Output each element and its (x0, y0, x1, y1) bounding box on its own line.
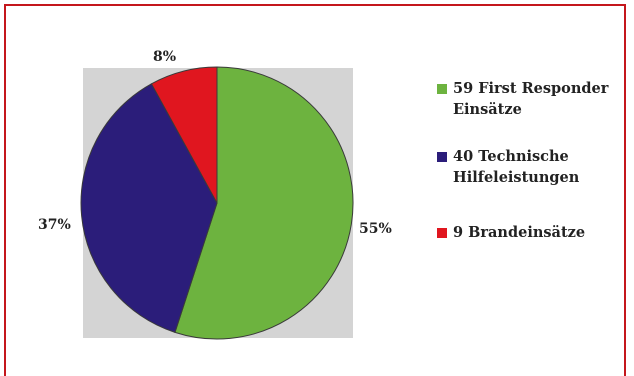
legend-swatch-blue (437, 152, 447, 162)
legend-label: 40 Technische Hilfeleistungen (453, 148, 580, 186)
slice-label-technische-hilfe: 37% (38, 217, 71, 233)
legend-swatch-red (437, 228, 447, 238)
legend-item-brand: 9 Brandeinsätze (437, 222, 622, 243)
legend-item-technische-hilfe: 40 Technische Hilfeleistungen (437, 146, 622, 188)
legend-item-first-responder: 59 First Responder Einsätze (437, 78, 622, 120)
slice-label-first-responder: 55% (359, 221, 392, 237)
legend-swatch-green (437, 84, 447, 94)
legend-label: 9 Brandeinsätze (453, 224, 586, 241)
slice-label-brand: 8% (153, 49, 177, 65)
pie-slice-brand (150, 66, 218, 204)
pie-slice-technische-hilfe (80, 83, 218, 333)
legend-label: 59 First Responder Einsätze (453, 80, 609, 118)
legend: 59 First Responder Einsätze 40 Technisch… (437, 78, 622, 269)
pie-slice-first-responder (174, 66, 354, 340)
